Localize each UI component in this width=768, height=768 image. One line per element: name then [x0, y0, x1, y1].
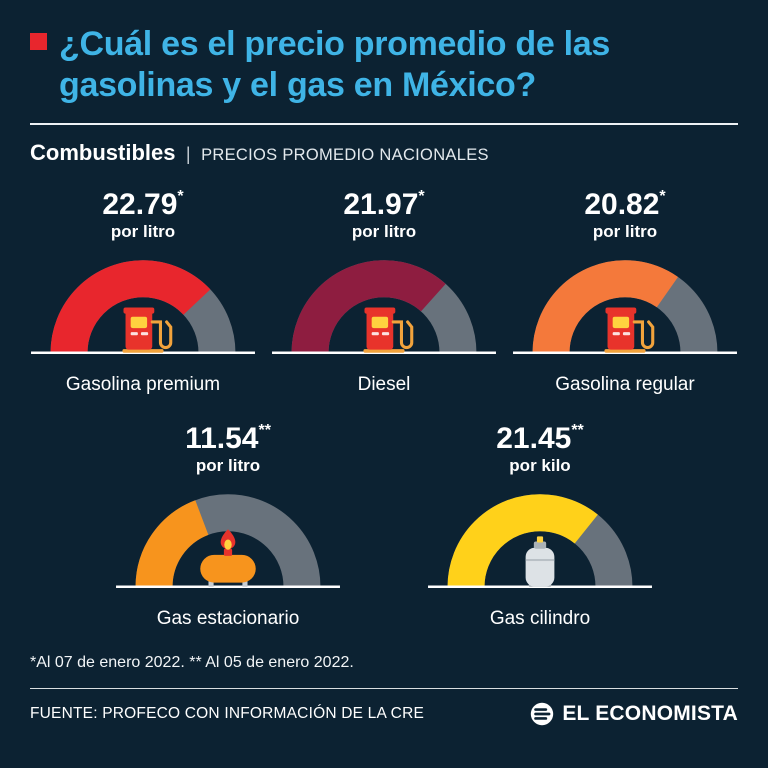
fuel-pump-icon [122, 307, 173, 353]
gauge-value: 21.97* [343, 187, 425, 221]
gauge-unit: por litro [351, 221, 417, 241]
gauge-arc [272, 259, 496, 354]
gauge-gasolina-premium: 22.79* por litro Gasolina premium [30, 188, 256, 396]
fuel-pump-icon [363, 307, 414, 353]
footnote: *Al 07 de enero 2022. ** Al 05 de enero … [30, 653, 354, 671]
gauge-unit: por litro [592, 221, 658, 241]
gauge-value: 22.79* [102, 187, 184, 221]
header: ¿Cuál es el precio promedio de las gasol… [30, 24, 738, 106]
gauge-gas-cilindro: 21.45** por kilo Gas cilindro [427, 422, 653, 630]
footnote-marker: * [418, 187, 425, 205]
footnote-marker: ** [258, 421, 271, 439]
gauge-label: Diesel [357, 373, 411, 395]
gauge-gasolina-regular: 20.82* por litro Gasolina regular [512, 188, 738, 396]
gauge-arc [31, 259, 255, 354]
footnote-marker: * [177, 187, 184, 205]
footer: FUENTE: PROFECO CON INFORMACIÓN DE LA CR… [30, 687, 738, 726]
source-text: FUENTE: PROFECO CON INFORMACIÓN DE LA CR… [30, 704, 425, 722]
footnote-marker: * [659, 187, 666, 205]
el-economista-logo-icon [531, 702, 554, 725]
gauge-label: Gasolina regular [555, 373, 695, 395]
gauge-row-bottom: 11.54** por litro Gas estacionario 21.45** p… [30, 422, 738, 630]
stationary-tank-icon [200, 528, 256, 587]
gauge-arc [513, 259, 737, 354]
gauge-arc [116, 494, 340, 588]
gauge-row-top: 22.79* por litro Gasolina premium 21.97* por… [30, 188, 738, 396]
brand: EL ECONOMISTA [530, 702, 738, 726]
subtitle: Combustibles | PRECIOS PROMEDIO NACIONAL… [30, 140, 738, 166]
gauge-unit: por litro [195, 455, 261, 475]
gauge-label: Gas estacionario [156, 607, 300, 629]
gauge-gas-estacionario: 11.54** por litro Gas estacionario [115, 422, 341, 630]
gas-cylinder-icon [525, 536, 555, 587]
gauge-value: 21.45** [496, 421, 584, 455]
gauge-diesel: 21.97* por litro Diesel [271, 188, 497, 396]
subtitle-category: Combustibles [30, 139, 176, 165]
subtitle-divider: | [185, 143, 191, 164]
gauge-label: Gas cilindro [489, 607, 591, 629]
fuel-pump-icon [604, 307, 655, 353]
footnote-marker: ** [571, 421, 584, 439]
gauge-label: Gasolina premium [65, 373, 221, 395]
gauge-arc [428, 494, 652, 588]
gauge-unit: por litro [110, 221, 176, 241]
accent-square-icon [30, 33, 47, 50]
brand-name: EL ECONOMISTA [562, 701, 738, 725]
subtitle-description: PRECIOS PROMEDIO NACIONALES [201, 145, 489, 164]
title-separator [30, 122, 738, 125]
page-title: ¿Cuál es el precio promedio de las gasol… [59, 25, 610, 104]
gauge-value: 20.82* [584, 187, 666, 221]
gauge-value: 11.54** [185, 421, 271, 455]
gauge-unit: por kilo [509, 455, 571, 475]
